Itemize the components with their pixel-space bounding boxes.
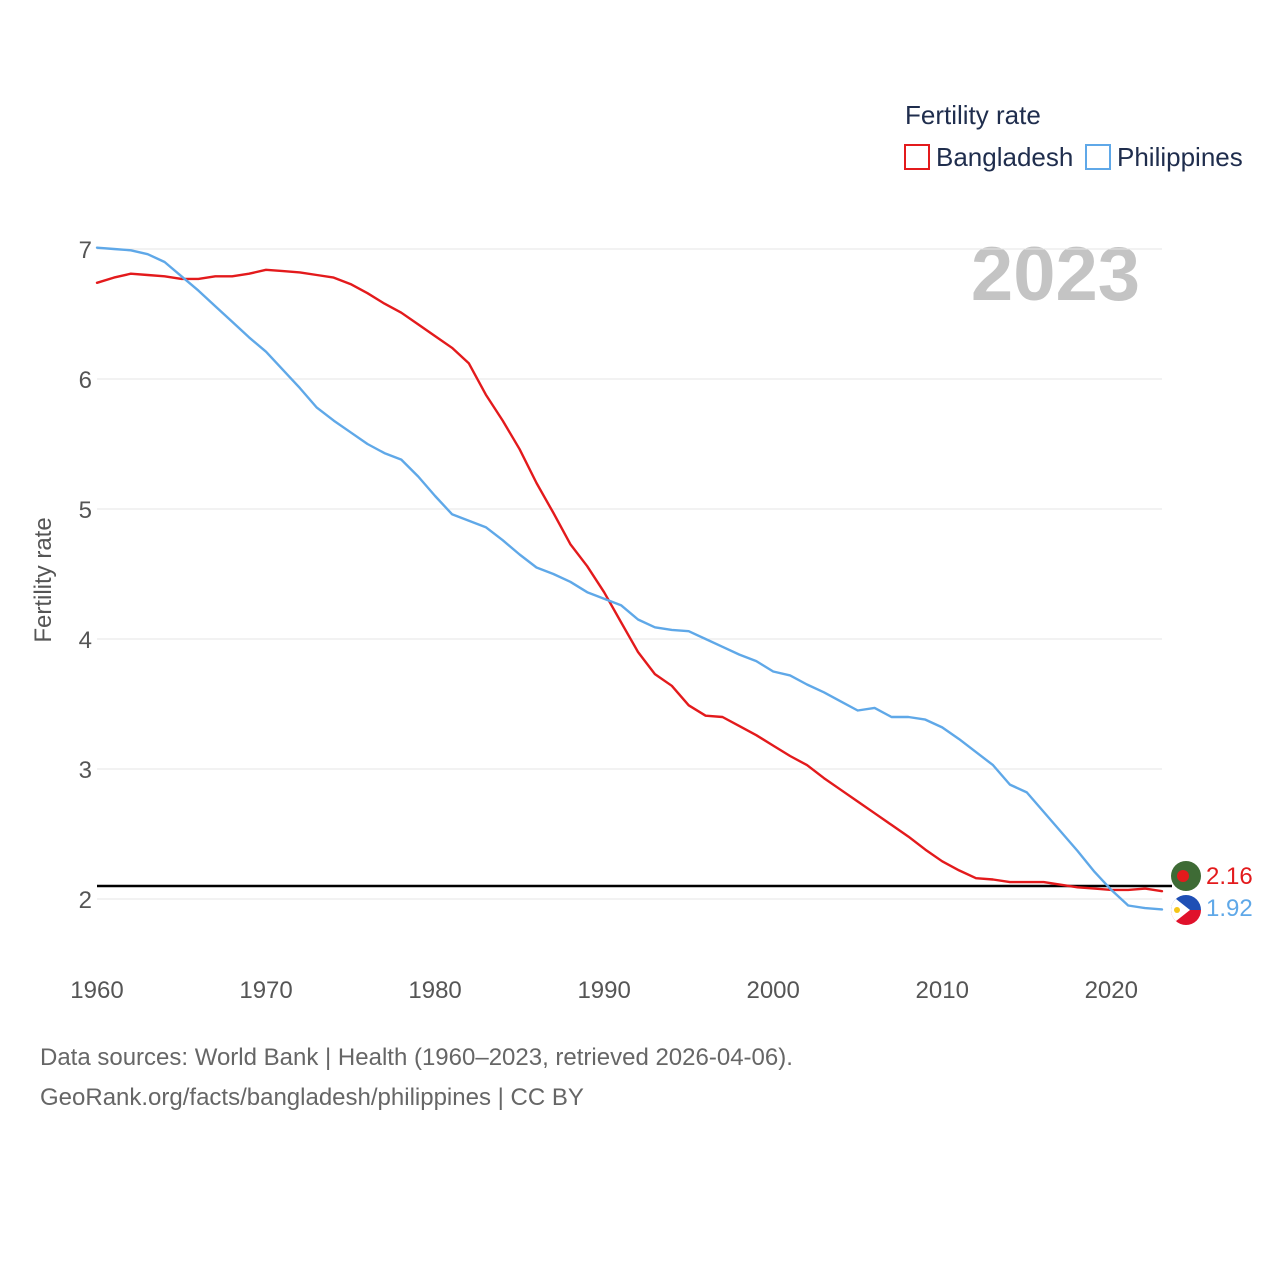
bangladesh-flag-icon bbox=[1171, 861, 1201, 891]
x-tick-label-2020: 2020 bbox=[1085, 977, 1138, 1004]
y-tick-label-6: 6 bbox=[79, 367, 92, 394]
series-line-philippines bbox=[95, 246, 1164, 911]
legend-label-philippines: Philippines bbox=[1117, 142, 1243, 172]
x-tick-label-1980: 1980 bbox=[408, 977, 461, 1004]
current-year-label: 2023 bbox=[971, 232, 1140, 317]
legend: Fertility rate Bangladesh Philippines bbox=[904, 100, 1243, 172]
philippines-flag-icon bbox=[1171, 895, 1201, 925]
gridlines bbox=[97, 248, 1162, 900]
source-line-2: GeoRank.org/facts/bangladesh/philippines… bbox=[40, 1084, 584, 1111]
end-label-philippines: 1.92 bbox=[1206, 895, 1253, 922]
legend-swatch-bangladesh bbox=[904, 144, 930, 170]
x-tick-label-1990: 1990 bbox=[577, 977, 630, 1004]
end-label-bangladesh: 2.16 bbox=[1206, 863, 1253, 890]
legend-swatch-philippines bbox=[1085, 144, 1111, 170]
y-tick-label-4: 4 bbox=[79, 627, 92, 654]
x-axis-ticks: 1960 1970 1980 1990 2000 2010 2020 bbox=[70, 977, 1138, 1004]
source-line-1: Data sources: World Bank | Health (1960–… bbox=[40, 1044, 793, 1071]
legend-label-bangladesh: Bangladesh bbox=[936, 142, 1073, 172]
x-tick-label-2000: 2000 bbox=[746, 977, 799, 1004]
end-value-labels: 2.16 1.92 bbox=[1206, 863, 1253, 922]
x-tick-label-1960: 1960 bbox=[70, 977, 123, 1004]
legend-item-philippines[interactable]: Philippines bbox=[1085, 142, 1243, 172]
x-tick-label-1970: 1970 bbox=[239, 977, 292, 1004]
y-axis-title: Fertility rate bbox=[30, 517, 57, 642]
y-tick-label-3: 3 bbox=[79, 757, 92, 784]
series-line-bangladesh bbox=[95, 268, 1164, 893]
legend-item-bangladesh[interactable]: Bangladesh bbox=[904, 142, 1073, 172]
y-tick-label-2: 2 bbox=[79, 887, 92, 914]
legend-title: Fertility rate bbox=[905, 100, 1041, 130]
y-tick-label-5: 5 bbox=[79, 497, 92, 524]
series-lines bbox=[95, 246, 1164, 911]
y-axis-ticks: 2 3 4 5 6 7 bbox=[79, 237, 92, 914]
y-tick-label-7: 7 bbox=[79, 237, 92, 264]
x-tick-label-2010: 2010 bbox=[916, 977, 969, 1004]
